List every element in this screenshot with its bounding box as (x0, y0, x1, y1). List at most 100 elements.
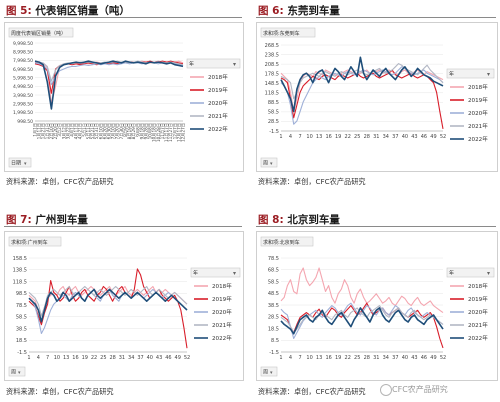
x-tick-label: 12月27日 (181, 123, 187, 142)
x-tick-label: 49 (175, 355, 181, 361)
x-tick-label: 7 (298, 355, 301, 361)
x-tick-label: 34 (128, 355, 134, 361)
x-tick-label: 7月20日 (115, 123, 121, 139)
x-tick-label: 12月7日 (172, 123, 178, 139)
x-tick-label: 1 (279, 134, 282, 140)
x-tick-label: 3月12日 (61, 123, 67, 139)
axis-field-button (8, 157, 32, 168)
x-tick-label: 34 (383, 134, 389, 140)
y-tick-label: 18.5 (268, 326, 279, 332)
x-tick-label: 1月11日 (37, 123, 43, 139)
y-tick-label: 48.5 (268, 291, 279, 297)
x-tick-label: 16 (72, 355, 78, 361)
series-line-2022年 (280, 307, 444, 335)
x-tick-label: 19 (82, 355, 88, 361)
x-tick-label: 4月21日 (78, 123, 84, 139)
legend-title: 年 (189, 61, 194, 68)
x-tick-label: 5月31日 (94, 123, 100, 139)
axis-field-label: 周 (263, 161, 268, 167)
field-label-box (260, 236, 314, 247)
x-tick-label: 43 (411, 134, 417, 140)
x-tick-label: 40 (402, 134, 408, 140)
filter-dropdown-icon: ▾ (233, 270, 236, 277)
legend-header-box (190, 267, 241, 278)
legend-label-2020年: 2020年 (468, 308, 488, 316)
x-tick-label: 7 (298, 134, 301, 140)
chart-panel-sales-volume: 周度代表销区销量（吨） 9,998.50 8,998.50 7,998.50 6,998… (4, 22, 244, 172)
chart-panel-beijing-arrivals: 求和项:北京到车 78.5 68.5 58.5 48.5 38.5 28.5 18.5 8.5 -… (256, 231, 498, 381)
y-tick-label: 8.5 (271, 338, 279, 344)
figure-6-title: 图 6: 东莞到车量 (258, 3, 340, 18)
x-tick-label: 1月21日 (41, 123, 47, 139)
series-line-2020年 (280, 66, 444, 125)
series-line-2022年 (28, 288, 188, 323)
axis-field-button (260, 366, 278, 377)
x-tick-label: 46 (165, 355, 171, 361)
x-tick-label: 6月10日 (98, 123, 104, 139)
axis-field-dropdown-icon: ▾ (270, 370, 273, 376)
x-tick-label: 12月17日 (176, 123, 182, 142)
x-tick-label: 46 (421, 134, 427, 140)
figure-7-title: 图 7: 广州到车量 (6, 212, 88, 227)
legend-label-2019年: 2019年 (468, 96, 488, 104)
figure-8-label: 图 8: (258, 214, 284, 226)
y-tick-label: 208.5 (265, 62, 279, 68)
legend-label-2021年: 2021年 (212, 321, 232, 329)
x-tick-label: 1月31日 (45, 123, 51, 139)
x-tick-label: 16 (325, 134, 331, 140)
figure-7-label: 图 7: (6, 214, 32, 226)
x-tick-label: 49 (430, 134, 436, 140)
x-tick-label: 31 (373, 355, 379, 361)
legend-label-2020年: 2020年 (208, 99, 228, 107)
legend-header-box (186, 58, 241, 69)
y-tick-label: 1,998.50 (13, 110, 33, 116)
figure-8-source: 资料来源：卓创，CFC农产品研究 (258, 387, 366, 396)
legend-label-2021年: 2021年 (208, 112, 228, 120)
y-tick-label: 3,998.50 (13, 93, 33, 99)
figure-6-source: 资料来源：卓创，CFC农产品研究 (258, 177, 366, 186)
figure-6-title-text: 东莞到车量 (287, 5, 340, 17)
figure-5-title-text: 代表销区销量（吨） (35, 5, 130, 17)
x-tick-label: 4月11日 (74, 123, 80, 139)
filter-dropdown-icon: ▾ (487, 71, 490, 78)
figure-5-title: 图 5: 代表销区销量（吨） (6, 3, 130, 18)
x-tick-label: 28 (364, 355, 370, 361)
watermark-text: CFC农产品研究 (392, 385, 448, 394)
x-tick-label: 28 (109, 355, 115, 361)
x-tick-label: 52 (440, 355, 446, 361)
legend-label-2021年: 2021年 (468, 321, 488, 329)
axis-field-button (8, 366, 26, 377)
x-tick-label: 16 (325, 355, 331, 361)
axis-field-label: 日期 (11, 161, 21, 167)
y-tick-label: 88.5 (268, 100, 279, 106)
y-tick-label: 138.5 (13, 268, 27, 274)
y-tick-label: -1.5 (17, 350, 27, 356)
x-tick-label: 22 (91, 355, 97, 361)
x-tick-label: 9月18日 (139, 123, 145, 139)
chart-sales-volume: 周度代表销区销量（吨） 9,998.50 8,998.50 7,998.50 6,998… (8, 27, 241, 168)
field-label-box (8, 236, 62, 247)
x-tick-label: 9月8日 (135, 123, 141, 137)
legend-label-2018年: 2018年 (468, 83, 488, 91)
x-tick-label: 13 (316, 355, 322, 361)
figure-6-label: 图 6: (258, 5, 284, 17)
x-tick-label: 40 (402, 355, 408, 361)
x-tick-label: 13 (316, 134, 322, 140)
x-tick-label: 19 (335, 134, 341, 140)
figure-7-source: 资料来源：卓创，CFC农产品研究 (6, 387, 114, 396)
series-line-2019年 (280, 69, 444, 129)
figure-5-source: 资料来源：卓创，CFC农产品研究 (6, 177, 114, 186)
legend-label-2022年: 2022年 (212, 334, 232, 342)
y-tick-label: 5,998.50 (13, 75, 33, 81)
y-tick-label: 18.5 (16, 338, 27, 344)
wechat-logo-icon (380, 384, 392, 396)
x-tick-label: 40 (147, 355, 153, 361)
x-tick-label: 7月30日 (119, 123, 125, 139)
y-tick-label: 78.5 (16, 303, 27, 309)
x-tick-label: 28 (364, 134, 370, 140)
x-tick-label: 10月8日 (148, 123, 154, 139)
x-tick-label: 7月10日 (111, 123, 117, 139)
x-tick-label: 43 (411, 355, 417, 361)
field-label-box (8, 27, 74, 38)
x-tick-label: 25 (354, 355, 360, 361)
